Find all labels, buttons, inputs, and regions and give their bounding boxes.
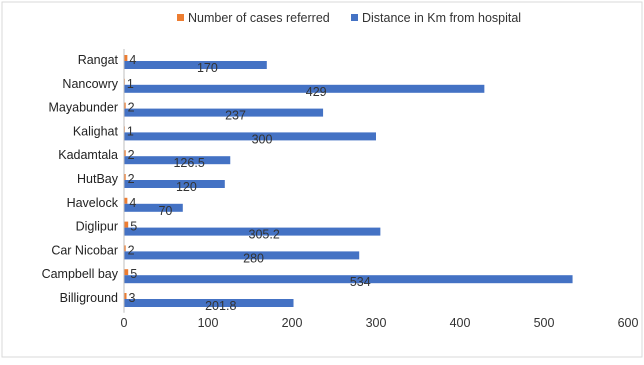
bar-cases-campbell-bay — [124, 269, 129, 276]
category-label-campbell-bay: Campbell bay — [42, 267, 119, 281]
bar-distance-kadamtala — [124, 156, 231, 165]
data-label-cases-diglipur: 5 — [130, 220, 137, 234]
category-label-nancowry: Nancowry — [62, 77, 118, 91]
bars — [124, 55, 573, 307]
bar-cases-hutbay — [124, 174, 126, 180]
bar-distance-rangat — [124, 61, 267, 69]
legend-swatch-distance — [351, 14, 358, 21]
bar-cases-rangat — [124, 55, 128, 61]
x-tick-label-400: 400 — [450, 316, 471, 330]
bar-distance-billiground — [124, 299, 294, 307]
bar-distance-havelock — [124, 203, 183, 212]
bar-cases-billiground — [124, 293, 127, 299]
bar-cases-diglipur — [124, 221, 129, 228]
data-label-cases-havelock: 4 — [129, 196, 136, 210]
legend-swatch-cases — [177, 14, 184, 21]
data-label-distance-kalighat: 300 — [252, 132, 273, 146]
category-label-rangat: Rangat — [78, 53, 119, 67]
x-axis-ticks: 0 100 200 300 400 500 600 — [121, 316, 639, 330]
x-tick-label-100: 100 — [198, 316, 219, 330]
x-tick-label-500: 500 — [534, 316, 555, 330]
category-labels: Rangat Nancowry Mayabunder Kalighat Kadamtal… — [42, 53, 119, 305]
data-label-distance-rangat: 170 — [197, 61, 218, 75]
bar-distance-diglipur — [124, 227, 381, 236]
bar-distance-nancowry — [124, 84, 485, 93]
data-label-cases-kadamtala: 2 — [128, 148, 135, 162]
data-label-cases-kalighat: 1 — [127, 124, 134, 138]
data-label-cases-rangat: 4 — [129, 53, 136, 67]
x-tick-label-600: 600 — [618, 316, 639, 330]
data-label-cases-mayabunder: 2 — [128, 101, 135, 115]
legend-label-distance: Distance in Km from hospital — [362, 11, 521, 25]
data-label-cases-hutbay: 2 — [128, 172, 135, 186]
category-label-havelock: Havelock — [67, 196, 119, 210]
chart-border — [1, 1, 643, 358]
data-labels: 4 170 1 429 2 237 1 300 2 126.5 2 120 4 70 5 305.2 2 280 5… — [127, 53, 371, 313]
data-label-cases-billiground: 3 — [129, 291, 136, 305]
category-label-billiground: Billiground — [60, 291, 118, 305]
category-label-car-nicobar: Car Nicobar — [51, 243, 118, 257]
legend-label-cases: Number of cases referred — [188, 11, 330, 25]
data-label-distance-hutbay: 120 — [176, 180, 197, 194]
data-label-cases-nancowry: 1 — [127, 77, 134, 91]
data-label-cases-car-nicobar: 2 — [128, 243, 135, 257]
data-label-distance-billiground: 201.8 — [205, 299, 236, 313]
category-label-mayabunder: Mayabunder — [49, 101, 119, 115]
data-label-distance-car-nicobar: 280 — [243, 251, 264, 265]
bar-distance-campbell-bay — [124, 275, 573, 284]
category-label-kadamtala: Kadamtala — [58, 148, 118, 162]
bar-cases-kadamtala — [124, 150, 126, 157]
x-tick-label-300: 300 — [366, 316, 387, 330]
data-label-distance-diglipur: 305.2 — [249, 228, 280, 242]
bar-distance-hutbay — [124, 180, 225, 188]
data-label-distance-campbell-bay: 534 — [350, 275, 371, 289]
legend: Number of cases referred Distance in Km … — [177, 11, 521, 25]
bar-distance-mayabunder — [124, 108, 324, 117]
data-label-distance-kadamtala: 126.5 — [173, 156, 204, 170]
bar-cases-mayabunder — [124, 102, 126, 109]
category-label-hutbay: HutBay — [77, 172, 119, 186]
data-label-distance-nancowry: 429 — [306, 85, 327, 99]
category-label-kalighat: Kalighat — [73, 124, 119, 138]
bar-cases-car-nicobar — [124, 245, 126, 252]
x-tick-label-200: 200 — [282, 316, 303, 330]
bar-cases-havelock — [124, 197, 128, 204]
category-label-diglipur: Diglipur — [76, 220, 118, 234]
x-tick-label-0: 0 — [121, 316, 128, 330]
bar-distance-kalighat — [124, 132, 376, 141]
data-label-distance-mayabunder: 237 — [225, 109, 246, 123]
bar-distance-car-nicobar — [124, 251, 360, 260]
data-label-cases-campbell-bay: 5 — [130, 267, 137, 281]
data-label-distance-havelock: 70 — [158, 204, 172, 218]
